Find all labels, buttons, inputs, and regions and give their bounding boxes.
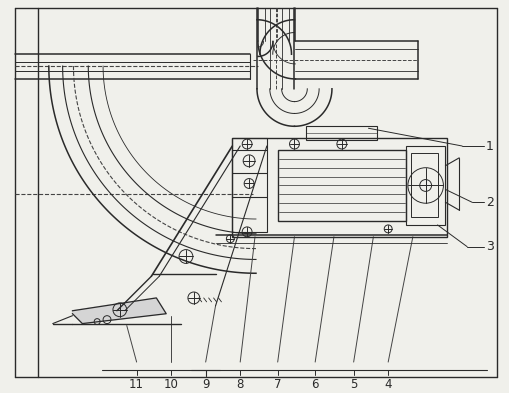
- Text: 4: 4: [384, 378, 391, 391]
- Bar: [232, 138, 266, 232]
- Text: 10: 10: [163, 378, 178, 391]
- Text: 3: 3: [485, 240, 493, 253]
- Bar: [306, 126, 377, 140]
- Bar: [410, 153, 438, 217]
- Text: 5: 5: [349, 378, 357, 391]
- Text: 7: 7: [273, 378, 281, 391]
- Text: 2: 2: [485, 196, 493, 209]
- Text: 6: 6: [311, 378, 318, 391]
- Text: 1: 1: [485, 140, 493, 152]
- Bar: [277, 150, 405, 221]
- Bar: [232, 138, 446, 237]
- Text: 8: 8: [236, 378, 243, 391]
- Bar: [405, 146, 444, 225]
- Polygon shape: [72, 298, 166, 323]
- Text: 9: 9: [202, 378, 209, 391]
- Text: 11: 11: [129, 378, 144, 391]
